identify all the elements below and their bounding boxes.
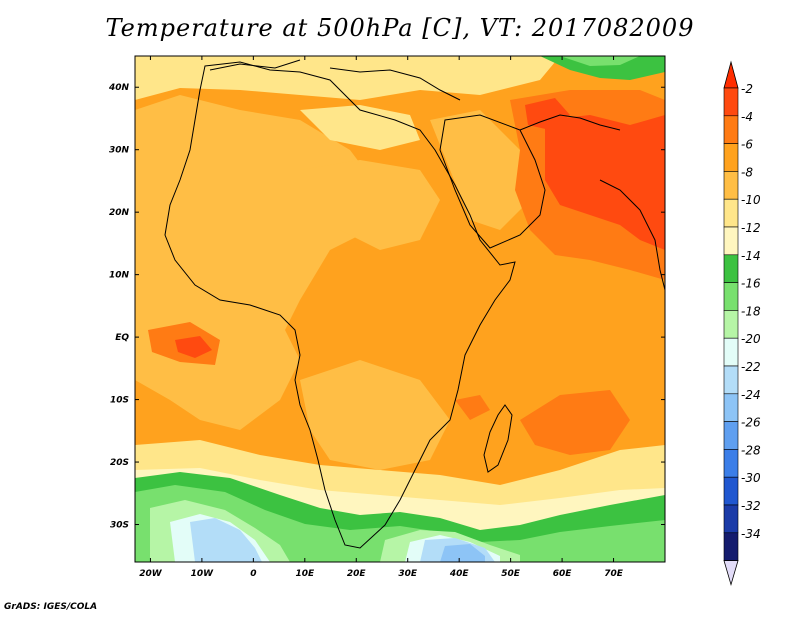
lon-tick-label: 60E [553, 569, 573, 579]
colorbar-label: -12 [741, 221, 761, 235]
colorbar-swatch [723, 393, 739, 422]
colorbar-label: -4 [741, 110, 753, 124]
colorbar: -2 -4 -6 -8 -10 -12 -14 -16 -18 -20 -22 -24 -26 -28 -3… [723, 60, 761, 587]
lon-tick-label: 10W [191, 569, 215, 579]
field-blue-south [440, 544, 485, 562]
field-light-orange-arabia [430, 110, 530, 230]
colorbar-label: -16 [741, 277, 761, 291]
lon-tick-label: 10E [295, 569, 315, 579]
lat-tick-label: 20S [110, 458, 129, 468]
field-light-orange-sahara [300, 160, 440, 250]
colorbar-swatch [723, 115, 739, 144]
colorbar-top-arrow [723, 60, 739, 89]
colorbar-swatch [723, 254, 739, 283]
colorbar-label: -30 [741, 471, 761, 485]
colorbar-label: -24 [741, 388, 761, 402]
temperature-map: 20W 10W 0 10E 20E 30E 40E 50E 60E 70E 40N 30N 20N 10N… [108, 55, 666, 579]
colorbar-label: -10 [741, 193, 761, 207]
colorbar-swatch [723, 532, 739, 561]
colorbar-label: -22 [741, 360, 761, 374]
field-light-green-north [560, 56, 640, 66]
colorbar-swatch [723, 282, 739, 311]
colorbar-swatch [723, 198, 739, 228]
colorbar-bottom-arrow [723, 560, 739, 587]
colorbar-label: -6 [741, 138, 753, 152]
field-dark-orange-east-africa [455, 395, 490, 420]
colorbar-label: -34 [741, 527, 761, 541]
field-dark-orange-indian-ocean [520, 390, 630, 455]
colorbar-swatch [723, 87, 739, 117]
map-title: Temperature at 500hPa [C], VT: 201708200… [105, 14, 695, 42]
colorbar-swatch [723, 504, 739, 534]
coastline-arabia [439, 114, 546, 249]
colorbar-label: -32 [741, 499, 761, 513]
lat-tick-label: EQ [115, 333, 129, 343]
colorbar-swatch [723, 476, 739, 506]
coastline-europe [209, 59, 461, 101]
axis-ticks: 20W 10W 0 10E 20E 30E 40E 50E 60E 70E 40N 30N 20N 10N… [108, 56, 665, 579]
lat-tick-label: 20N [109, 208, 130, 218]
lon-tick-label: 30E [398, 569, 418, 579]
colorbar-swatch [723, 421, 739, 450]
lon-tick-label: 0 [250, 569, 256, 579]
lat-tick-label: 10S [110, 396, 129, 406]
coastlines [164, 59, 665, 549]
colorbar-label: -2 [741, 82, 753, 96]
coastline-india [599, 179, 665, 291]
colorbar-swatch [723, 226, 739, 256]
colorbar-label: -26 [741, 416, 761, 430]
colorbar-label: -18 [741, 304, 761, 318]
lon-tick-label: 70E [604, 569, 624, 579]
colorbar-swatch [723, 337, 739, 367]
lon-tick-label: 20E [347, 569, 367, 579]
coastline-africa [164, 61, 516, 549]
colorbar-swatch [723, 171, 739, 200]
colorbar-label: -8 [741, 165, 753, 179]
lon-tick-label: 50E [501, 569, 521, 579]
field-green-north [540, 56, 665, 80]
colorbar-swatch [723, 449, 739, 478]
field-red-atlantic [175, 336, 212, 358]
colorbar-swatch [723, 310, 739, 339]
coastline-iran [519, 114, 621, 131]
lon-tick-label: 40E [449, 569, 470, 579]
field-yellow-north [135, 56, 560, 100]
coastline-madagascar [483, 404, 513, 473]
colorbar-label: -20 [741, 332, 761, 346]
lat-tick-label: 10N [109, 271, 130, 281]
lon-tick-label: 20W [139, 569, 163, 579]
grads-credit: GrADS: IGES/COLA [4, 602, 98, 612]
colorbar-swatch [723, 365, 739, 395]
colorbar-swatch [723, 143, 739, 172]
field-yellow-north-central [300, 105, 420, 150]
lat-tick-label: 30S [110, 521, 129, 531]
field-red-iran [525, 98, 570, 130]
colorbar-label: -28 [741, 443, 761, 457]
colorbar-label: -14 [741, 249, 761, 263]
field-light-orange-south [300, 360, 450, 470]
lat-tick-label: 30N [109, 146, 130, 156]
lat-tick-label: 40N [108, 83, 130, 93]
map-frame [134, 55, 666, 563]
